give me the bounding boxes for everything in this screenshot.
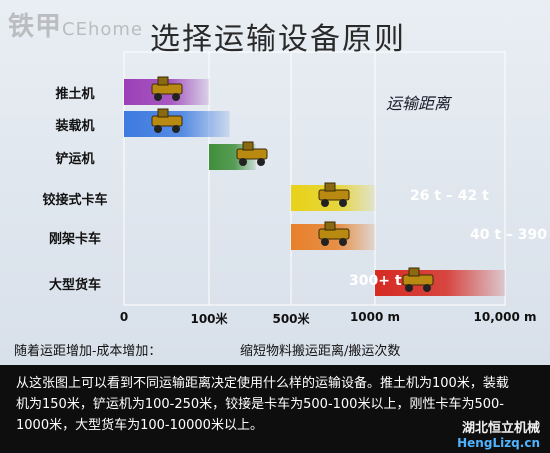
machine-icon <box>151 108 183 133</box>
watermark-brand: 铁甲 <box>8 12 63 42</box>
machine-wheel <box>154 93 162 101</box>
site-name-cn: 湖北恒立机械 <box>461 421 540 436</box>
plot-frame <box>123 51 506 306</box>
machine-cab <box>324 182 336 192</box>
y-label: 大型货车 <box>48 278 101 293</box>
machine-wheel <box>172 93 180 101</box>
machine-cab <box>408 267 420 277</box>
caption-panel: 从这张图上可以看到不同运输距离决定使用什么样的运输设备。推土机为100米，装载机… <box>0 365 550 453</box>
machine-wheel <box>339 199 347 207</box>
machine-cab <box>157 76 169 86</box>
y-label: 铲运机 <box>55 152 95 167</box>
y-label: 刚架卡车 <box>48 232 101 247</box>
y-label: 铰接式卡车 <box>42 193 108 208</box>
machine-wheel <box>423 284 431 292</box>
x-tick-label: 0 <box>119 310 129 324</box>
machine-wheel <box>239 158 247 166</box>
x-tick-label: 100米 <box>190 312 228 326</box>
x-tick-label: 10,000 m <box>473 310 537 324</box>
machine-wheel <box>321 238 329 246</box>
machine-cab <box>157 108 169 118</box>
machine-icon <box>402 267 434 292</box>
machine-cab <box>324 221 336 231</box>
y-label: 装载机 <box>55 119 95 134</box>
slide: 铁甲CEhome 选择运输设备原则 推土机装载机铲运机铰接式卡车刚架卡车大型货车… <box>0 0 550 365</box>
chart-title: 选择运输设备原则 <box>150 22 406 57</box>
machine-wheel <box>154 125 162 133</box>
caption-text: 从这张图上可以看到不同运输距离决定使用什么样的运输设备。推土机为100米，装载机… <box>16 376 509 433</box>
machine-icon <box>318 182 350 207</box>
footer-right: 缩短物料搬运距离/搬运次数 <box>240 344 401 359</box>
machine-icon <box>151 76 183 101</box>
machine-icon <box>318 221 350 246</box>
weight-label: 300+ t <box>349 273 402 289</box>
machine-wheel <box>405 284 413 292</box>
machine-wheel <box>339 238 347 246</box>
machine-wheel <box>321 199 329 207</box>
machine-cab <box>242 141 254 151</box>
weight-label: 40 t – 390 t <box>470 227 550 243</box>
site-mark: 湖北恒立机械 HengLizq.cn <box>457 417 540 450</box>
watermark-sub: CEhome <box>62 19 143 40</box>
footer-left: 随着运距增加-成本增加： <box>14 344 162 359</box>
x-axis-label: 运输距离 <box>386 94 451 113</box>
x-tick-label: 500米 <box>272 312 310 326</box>
watermark: 铁甲CEhome <box>8 6 143 43</box>
x-tick-label: 1000 m <box>349 310 401 324</box>
site-name-en: HengLizq.cn <box>457 436 540 450</box>
machine-wheel <box>257 158 265 166</box>
machine-icon <box>236 141 268 166</box>
weight-label: 26 t – 42 t <box>410 188 489 204</box>
bar-5 <box>375 270 505 296</box>
y-label: 推土机 <box>55 87 95 102</box>
chart-svg <box>123 51 506 306</box>
machine-wheel <box>172 125 180 133</box>
